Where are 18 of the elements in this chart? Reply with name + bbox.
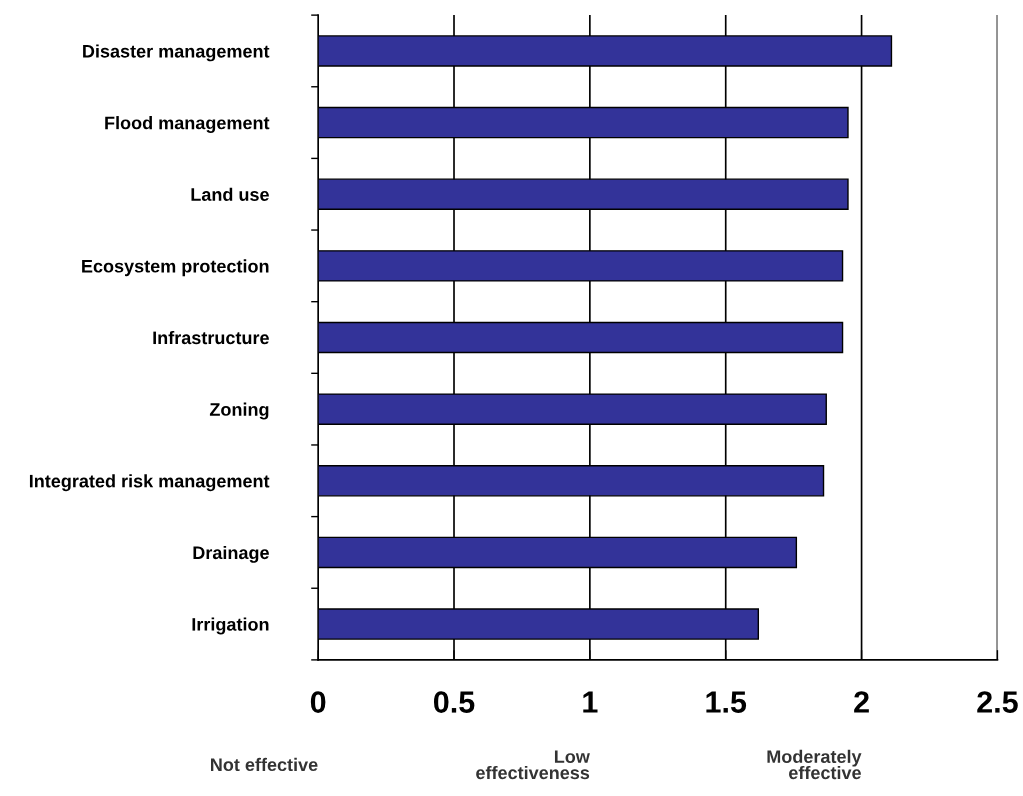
x-tick-label: 0.5	[433, 691, 475, 713]
y-tick-label: Zoning	[209, 402, 269, 420]
y-tick-label: Disaster management	[83, 44, 270, 62]
x-tick-label: 1	[583, 691, 598, 713]
y-tick-label: Land use	[191, 187, 269, 201]
y-tick-label: Irrigation	[192, 617, 269, 635]
y-tick-label: Ecosystem protection	[82, 259, 269, 277]
y-tick-label: Drainage	[193, 545, 269, 563]
x-tick-label: 2	[854, 691, 869, 713]
x-tick-label: 2.5	[977, 691, 1018, 713]
text: Moderately effective	[767, 749, 862, 780]
y-tick-label: Integrated risk management	[29, 474, 270, 492]
x-tick-label: 1.5	[706, 691, 747, 713]
y-tick-label: Infrastructure	[153, 330, 269, 345]
y-tick-label: Flood management	[105, 116, 270, 133]
x-tick-label: 0	[310, 691, 326, 713]
text: Low effectiveness	[476, 750, 590, 780]
text: Not effective	[211, 757, 318, 772]
